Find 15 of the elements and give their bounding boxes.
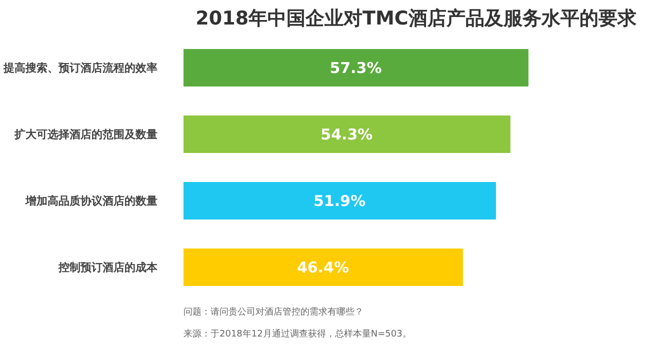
bar — [184, 182, 496, 220]
data-label: 51.9% — [313, 192, 366, 210]
y-tick-label: 增加高品质协议酒店的数量 — [24, 194, 158, 208]
bar — [184, 115, 510, 154]
data-label: 57.3% — [330, 58, 382, 77]
data-label: 46.4% — [296, 258, 349, 276]
text: 问题：请问贵公司对酒店管控的需求有哪些？ — [184, 306, 364, 318]
bar — [184, 248, 463, 286]
y-tick-label: 提高搜索、预订酒店流程的效率 — [2, 61, 158, 74]
y-tick-label: 控制预订酒店的成本 — [58, 260, 158, 274]
y-tick-label: 扩大可选择酒店的范围及数量 — [14, 128, 158, 141]
data-label: 54.3% — [320, 125, 373, 144]
chart-title: 2018年中国企业对TMC酒店产品及服务水平的要求 — [196, 8, 638, 30]
bar — [184, 48, 528, 87]
source-note: 来源：于2018年12月通过调查获得，总样本量N=503。 — [184, 328, 412, 340]
